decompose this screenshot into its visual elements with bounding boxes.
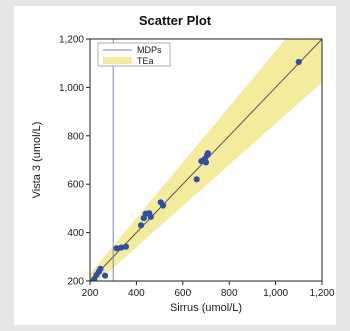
plot-frame (89, 38, 323, 282)
data-point (137, 222, 145, 229)
y-axis: 200 400 600 800 1,000 1,200 (59, 35, 90, 288)
legend: MDPs TEa (97, 42, 171, 67)
y-tick-label: 200 (67, 277, 84, 288)
data-point (193, 176, 200, 183)
y-tick-label: 1,200 (59, 35, 84, 46)
data-point (147, 213, 154, 220)
y-tick-label: 1,000 (59, 83, 84, 94)
data-points (91, 58, 302, 281)
data-point (202, 159, 210, 166)
x-tick-label: 200 (82, 288, 99, 299)
data-point (101, 272, 109, 279)
x-axis-title: Sirrus (umol/L) (170, 302, 242, 314)
legend-tea-swatch (103, 57, 132, 64)
x-tick-label: 1,000 (263, 288, 288, 299)
y-tick-label: 400 (67, 228, 84, 239)
data-point (159, 202, 167, 209)
data-point (118, 244, 125, 251)
legend-tea-label: TEa (137, 56, 154, 66)
x-tick-label: 400 (128, 288, 145, 299)
data-point (204, 150, 211, 157)
plot-area (90, 39, 322, 281)
x-tick-label: 1,200 (309, 288, 334, 299)
y-tick-label: 600 (67, 180, 84, 191)
legend-mdp-label: MDPs (137, 45, 162, 55)
data-point (122, 243, 130, 250)
x-axis: 200 400 600 800 1,000 1,200 (82, 281, 335, 299)
data-point (113, 245, 120, 252)
data-point (97, 265, 104, 272)
x-tick-label: 600 (174, 288, 191, 299)
chart-panel: Scatter Plot 200 400 600 800 1,000 1,200 200 4… (14, 6, 336, 325)
y-axis-title: Vista 3 (umol/L) (31, 122, 43, 199)
y-tick-label: 800 (67, 131, 84, 142)
scatter-chart: Scatter Plot 200 400 600 800 1,000 1,200 200 4… (31, 13, 335, 314)
data-point (295, 58, 302, 66)
chart-title: Scatter Plot (139, 13, 212, 28)
x-tick-label: 800 (221, 288, 238, 299)
